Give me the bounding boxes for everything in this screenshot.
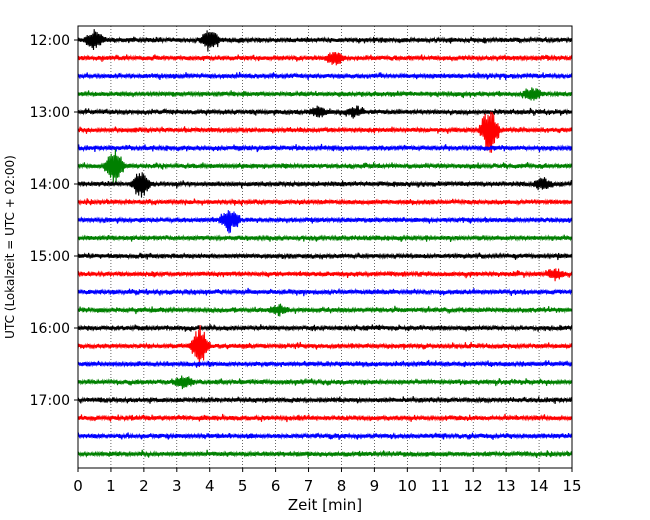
trace-1215: [77, 52, 573, 66]
trace-1330: [77, 143, 573, 153]
x-tick-label: 4: [205, 477, 215, 495]
x-tick-label: 7: [304, 477, 314, 495]
trace-1645: [77, 375, 573, 390]
trace-1730: [77, 432, 573, 441]
trace-1300: [77, 105, 573, 119]
x-tick-label: 1: [106, 477, 116, 495]
y-tick-label: 13:00: [30, 105, 70, 121]
y-tick-label: 16:00: [30, 321, 70, 337]
trace-1700: [77, 396, 573, 404]
x-axis-ticks: 0 1 2 3 4 5 6 7 8 9 10 11 12 13 14 15: [73, 468, 582, 495]
y-tick-label: 17:00: [30, 393, 70, 409]
trace-1245: [77, 87, 573, 101]
x-tick-label: 3: [172, 477, 182, 495]
x-tick-label: 15: [562, 477, 581, 495]
x-tick-label: 10: [398, 477, 417, 495]
x-tick-label: 6: [271, 477, 281, 495]
x-tick-label: 8: [337, 477, 347, 495]
trace-1345: [77, 149, 573, 183]
x-tick-label: 0: [73, 477, 83, 495]
trace-1600: [77, 323, 573, 332]
trace-1200: [77, 29, 573, 52]
plot-frame: [77, 25, 573, 469]
trace-1530: [77, 287, 573, 297]
trace-1515: [77, 268, 573, 282]
trace-1445: [77, 234, 573, 242]
seismic-traces: [77, 29, 573, 458]
trace-1415: [77, 198, 573, 206]
x-tick-label: 14: [530, 477, 549, 495]
y-axis-label: UTC (Lokalzeit = UTC + 02:00): [3, 155, 17, 339]
trace-1430: [77, 210, 573, 234]
trace-1315: [77, 111, 573, 153]
trace-1400: [77, 172, 573, 198]
trace-1745: [77, 449, 573, 458]
x-tick-label: 13: [497, 477, 516, 495]
trace-1545: [77, 303, 573, 317]
x-tick-label: 11: [431, 477, 450, 495]
x-tick-label: 5: [238, 477, 248, 495]
x-tick-label: 2: [139, 477, 149, 495]
trace-1715: [77, 413, 573, 423]
y-tick-label: 15:00: [30, 249, 70, 265]
y-axis-ticks: 12:00 13:00 14:00 15:00 16:00 17:00: [30, 33, 78, 409]
trace-1500: [77, 252, 573, 261]
y-tick-label: 12:00: [30, 33, 70, 49]
trace-1630: [77, 359, 573, 368]
y-tick-label: 14:00: [30, 177, 70, 193]
x-tick-label: 9: [370, 477, 380, 495]
trace-1230: [77, 71, 573, 81]
x-axis-label: Zeit [min]: [288, 496, 362, 514]
x-tick-label: 12: [464, 477, 483, 495]
trace-1615: [77, 324, 573, 368]
